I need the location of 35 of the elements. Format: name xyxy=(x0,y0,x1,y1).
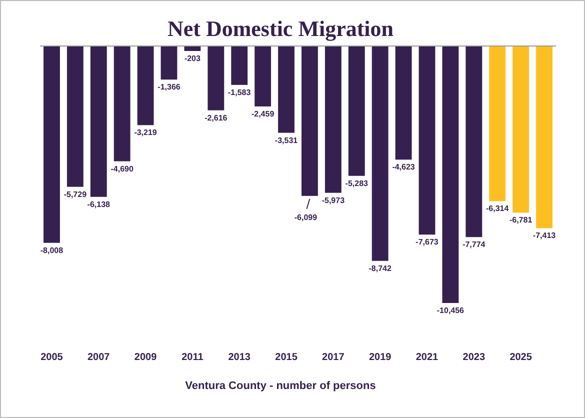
x-axis-title: Ventura County - number of persons xyxy=(185,380,376,392)
data-label: -6,781 xyxy=(509,216,533,225)
data-label: -8,008 xyxy=(40,246,64,255)
data-label: -6,138 xyxy=(87,200,111,209)
x-tick-label: 2023 xyxy=(462,352,486,363)
x-tick-label: 2021 xyxy=(416,352,439,363)
data-label: -4,623 xyxy=(392,162,416,172)
x-tick-label: 2009 xyxy=(134,352,158,363)
data-label: -1,366 xyxy=(158,82,181,92)
data-label: -203 xyxy=(184,54,202,63)
data-label: -1,583 xyxy=(228,88,252,97)
data-label: -5,729 xyxy=(64,190,88,199)
x-tick-label: 2017 xyxy=(322,352,345,363)
data-label: -6,099 xyxy=(294,212,318,222)
x-tick-label: 2019 xyxy=(368,352,392,363)
x-tick-label: 2007 xyxy=(88,352,110,363)
data-label: -10,456 xyxy=(436,306,465,315)
data-label: -6,314 xyxy=(486,204,510,214)
x-tick-label: 2005 xyxy=(40,352,64,363)
data-label: -2,616 xyxy=(204,113,228,122)
data-label: -7,413 xyxy=(532,231,556,240)
data-label: -5,973 xyxy=(322,196,346,205)
data-label: -7,673 xyxy=(416,238,439,247)
x-tick-label: 2025 xyxy=(510,352,532,363)
data-label: -3,219 xyxy=(134,128,158,138)
data-label: -5,283 xyxy=(345,178,369,188)
data-label: -4,690 xyxy=(110,164,134,174)
data-label: -2,459 xyxy=(251,109,275,118)
chart-title: Net Domestic Migration xyxy=(167,16,394,41)
data-label: -3,531 xyxy=(274,136,298,145)
data-label: -7,774 xyxy=(462,240,486,250)
x-tick-label: 2013 xyxy=(228,352,251,363)
data-label: -8,742 xyxy=(368,264,392,273)
x-tick-label: 2015 xyxy=(275,352,298,363)
x-tick-label: 2011 xyxy=(182,352,204,363)
